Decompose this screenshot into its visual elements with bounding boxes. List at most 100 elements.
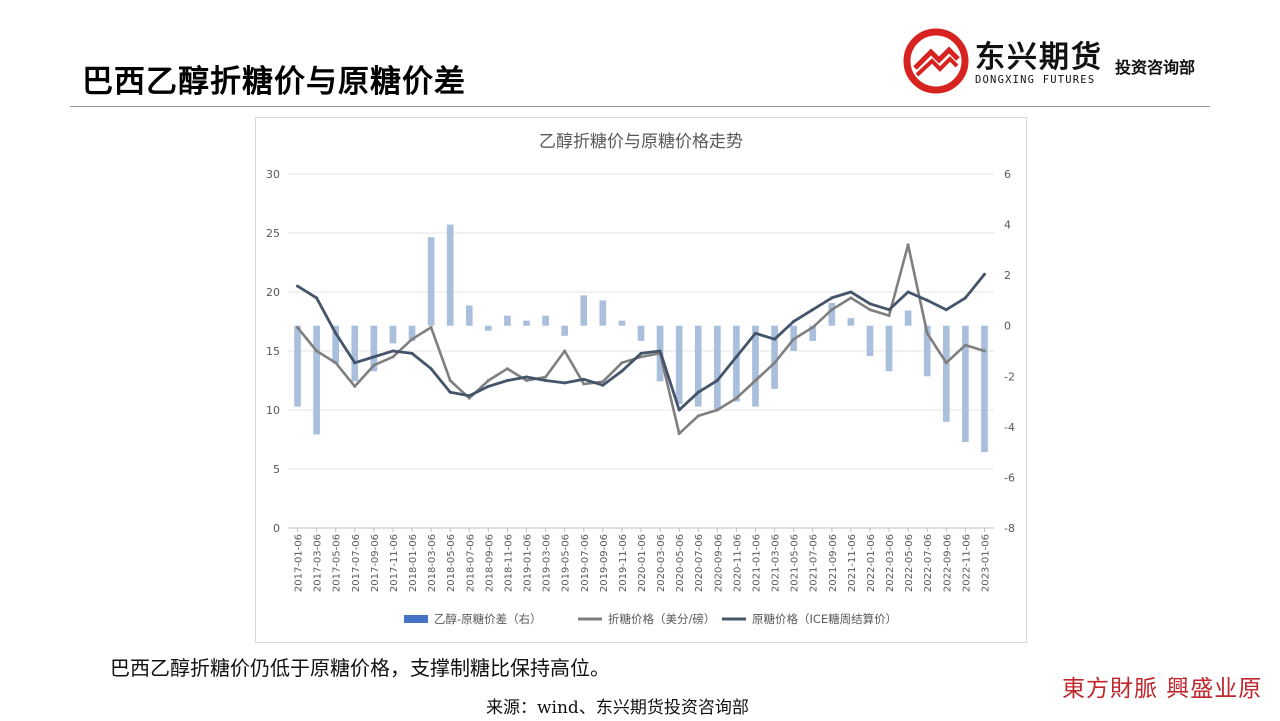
x-tick-label: 2023-01-06 (980, 534, 991, 592)
x-tick-label: 2020-11-06 (732, 534, 743, 592)
x-tick-label: 2019-03-06 (542, 534, 553, 592)
bar-spread (446, 224, 454, 326)
bar-spread (981, 325, 988, 453)
data-point (792, 337, 796, 341)
x-tick-label: 2017-01-06 (294, 534, 305, 592)
data-point (830, 296, 834, 300)
data-point (792, 320, 796, 323)
data-point (601, 380, 605, 384)
x-tick-label: 2021-11-06 (847, 534, 858, 592)
data-point (620, 369, 624, 373)
page-title: 巴西乙醇折糖价与原糖价差 (82, 64, 466, 100)
bar-spread (694, 325, 702, 407)
bar-spread (675, 325, 683, 405)
data-point (391, 349, 395, 353)
bar-spread (389, 325, 397, 344)
bar-spread (847, 318, 855, 326)
y-right-tick-label: 2 (1004, 269, 1011, 282)
x-tick-label: 2021-01-06 (751, 534, 762, 592)
data-point (315, 349, 319, 353)
data-point (372, 355, 376, 359)
x-tick-label: 2021-09-06 (828, 534, 839, 592)
data-point (753, 331, 757, 335)
y-right-tick-label: 4 (1004, 219, 1011, 232)
logo-company-name: 东兴期货 (975, 40, 1103, 75)
bar-spread (904, 310, 912, 326)
data-point (486, 384, 490, 388)
data-point (544, 375, 548, 379)
x-tick-label: 2018-01-06 (408, 534, 419, 592)
data-point (982, 349, 986, 353)
y-right-tick-label: -2 (1004, 370, 1015, 383)
data-point (658, 349, 662, 353)
x-tick-label: 2019-07-06 (580, 534, 591, 592)
x-tick-label: 2021-07-06 (809, 534, 820, 592)
data-point (353, 384, 357, 388)
legend-swatch-bar (404, 615, 428, 623)
bar-spread (599, 300, 607, 326)
logo-english-name: DONGXING FUTURES (975, 74, 1096, 86)
y-right-tick-label: -6 (1004, 471, 1015, 484)
x-tick-label: 2019-05-06 (561, 534, 572, 592)
data-point (296, 284, 300, 288)
data-point (677, 408, 681, 412)
x-tick-label: 2020-01-06 (637, 534, 648, 592)
chart-caption: 巴西乙醇折糖价仍低于原糖价格，支撑制糖比保持高位。 (110, 656, 610, 680)
data-point (944, 361, 948, 365)
data-point (429, 367, 433, 371)
data-point (486, 379, 490, 382)
data-point (734, 396, 738, 400)
legend-label: 折糖价格（美分/磅） (608, 612, 715, 626)
data-point (467, 396, 471, 400)
data-point (887, 314, 891, 318)
chart-title: 乙醇折糖价与原糖价格走势 (539, 132, 743, 152)
x-tick-label: 2022-01-06 (866, 534, 877, 592)
data-point (925, 298, 929, 302)
x-tick-label: 2022-03-06 (885, 534, 896, 592)
x-tick-label: 2018-11-06 (503, 534, 514, 592)
x-tick-label: 2017-03-06 (313, 534, 324, 592)
bar-spread (313, 325, 320, 435)
data-point (429, 325, 433, 329)
bar-spread (828, 302, 836, 326)
bar-spread (332, 325, 340, 364)
data-point (544, 379, 548, 382)
data-point (505, 367, 509, 371)
y-left-tick-label: 0 (273, 522, 280, 535)
data-point (582, 377, 586, 381)
bar-spread (923, 325, 931, 377)
bar-spread (427, 237, 435, 326)
header-divider (70, 106, 1210, 107)
y-left-tick-label: 25 (266, 227, 280, 240)
data-point (353, 361, 357, 365)
bar-spread (809, 325, 817, 341)
data-point (849, 290, 853, 294)
bar-spread (465, 305, 473, 326)
data-point (563, 349, 567, 353)
data-point (525, 375, 529, 379)
brand-slogan: 東方財脈 興盛业原 (1062, 676, 1263, 702)
data-point (696, 390, 700, 394)
data-point (639, 351, 643, 355)
data-point (811, 308, 815, 312)
data-point (963, 343, 967, 347)
x-tick-label: 2020-03-06 (656, 534, 667, 592)
chart-panel: 乙醇折糖价与原糖价格走势 0 5 10 15 20 25 30 -8 -6 -4 -2 0 2 4 6 201… (255, 117, 1027, 643)
data-point (811, 325, 815, 329)
bar-spread (580, 295, 588, 326)
data-point (334, 331, 338, 335)
bar-spread (885, 325, 893, 372)
data-point (696, 414, 700, 418)
x-tick-label: 2017-07-06 (351, 534, 362, 592)
data-point (982, 272, 986, 276)
bar-spread (370, 325, 378, 372)
x-tick-label: 2017-05-06 (332, 534, 343, 592)
logo-department: 投资咨询部 (1115, 58, 1196, 77)
data-point (773, 361, 777, 365)
data-point (887, 308, 891, 312)
y-right-tick-label: 6 (1004, 168, 1011, 181)
data-point (715, 379, 719, 382)
bar-spread (542, 315, 549, 326)
data-point (620, 361, 624, 365)
data-point (315, 296, 319, 300)
